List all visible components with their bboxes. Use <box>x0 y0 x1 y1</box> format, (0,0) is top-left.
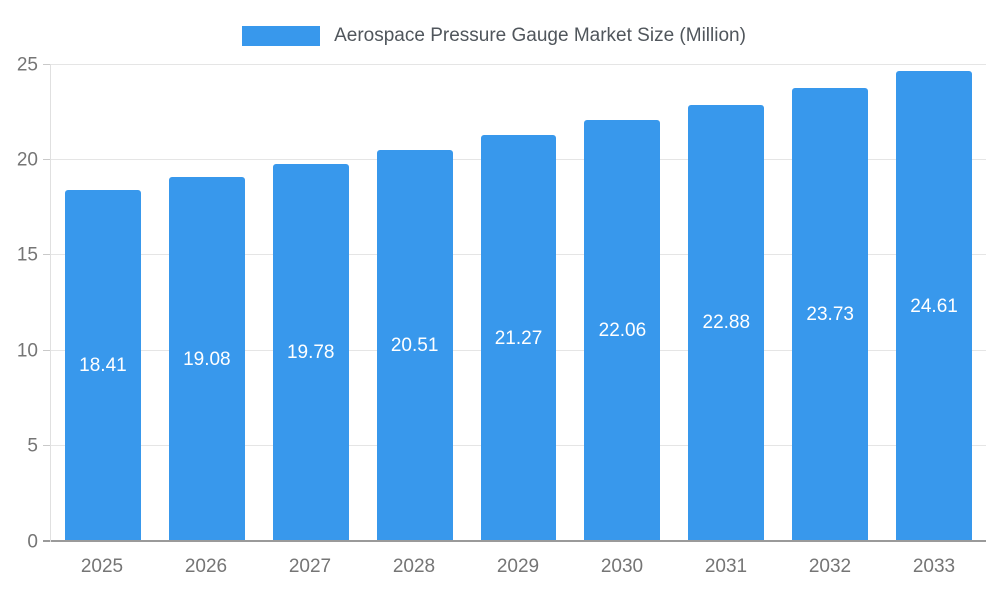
bar-2026: 19.08 <box>168 177 245 542</box>
x-tick-label: 2029 <box>496 556 540 577</box>
bar-value-label: 22.06 <box>598 320 647 342</box>
x-tick-label: 2030 <box>600 556 644 577</box>
bar-cell: 22.88 <box>674 64 778 542</box>
bar-value-label: 21.27 <box>494 327 543 349</box>
bar-cell: 24.61 <box>882 64 986 542</box>
y-tick-label: 5 <box>27 435 38 457</box>
y-tick-mark <box>43 158 50 160</box>
bar-2028: 20.51 <box>376 149 453 542</box>
y-tick-mark <box>43 445 50 447</box>
bar-value-label: 24.61 <box>910 295 958 317</box>
y-tick-mark <box>43 254 50 256</box>
x-axis: 2025 2026 2027 2028 2029 2030 2031 2032 2033 <box>50 542 986 598</box>
bar-value-label: 18.41 <box>79 355 127 376</box>
y-tick-mark <box>43 349 50 351</box>
bar-value-label: 19.08 <box>183 348 231 370</box>
chart-title: Aerospace Pressure Gauge Market Size (Mi… <box>334 25 746 46</box>
y-tick-label: 10 <box>16 340 38 362</box>
bar-value-label: 20.51 <box>390 334 439 356</box>
bar-2029: 21.27 <box>480 135 557 542</box>
x-tick-label: 2026 <box>184 556 228 577</box>
bar-series: 18.41 19.08 19.78 20.51 21.27 22.06 22.88 23.73… <box>51 64 986 542</box>
y-tick-mark <box>43 540 50 542</box>
bar-2025: 18.41 <box>65 190 141 542</box>
y-tick-label: 20 <box>16 149 38 171</box>
plot-area: 18.41 19.08 19.78 20.51 21.27 22.06 22.88 23.73… <box>50 64 986 542</box>
bar-value-label: 19.78 <box>286 341 335 363</box>
x-tick-label: 2032 <box>808 556 852 577</box>
bar-2030: 22.06 <box>584 120 661 542</box>
legend[interactable]: Aerospace Pressure Gauge Market Size (Mi… <box>2 0 986 64</box>
bar-cell: 20.51 <box>363 64 467 542</box>
y-tick-label: 0 <box>27 531 38 553</box>
bar-cell: 21.27 <box>467 64 571 542</box>
bar-value-label: 22.88 <box>702 312 751 334</box>
gridline <box>51 540 986 542</box>
gridline <box>51 64 986 65</box>
bar-2033: 24.61 <box>896 71 972 542</box>
x-tick-label: 2033 <box>912 556 956 577</box>
bar-2031: 22.88 <box>688 104 765 542</box>
bar-value-label: 23.73 <box>806 304 854 326</box>
bar-2027: 19.78 <box>272 163 349 542</box>
bar-cell: 22.06 <box>570 64 674 542</box>
bar-2032: 23.73 <box>792 88 869 542</box>
y-tick-label: 25 <box>16 54 38 76</box>
x-tick-label: 2031 <box>704 556 748 577</box>
x-tick-label: 2028 <box>392 556 436 577</box>
x-tick-label: 2027 <box>288 556 332 577</box>
y-tick-label: 15 <box>16 244 38 266</box>
legend-swatch <box>242 26 321 46</box>
x-tick-label: 2025 <box>80 556 124 577</box>
y-tick-mark <box>43 64 50 65</box>
bar-cell: 18.41 <box>51 64 155 542</box>
y-axis: 0 5 10 15 20 25 <box>2 56 50 552</box>
bar-cell: 23.73 <box>778 64 882 542</box>
bar-cell: 19.08 <box>155 64 259 542</box>
bar-cell: 19.78 <box>259 64 363 542</box>
